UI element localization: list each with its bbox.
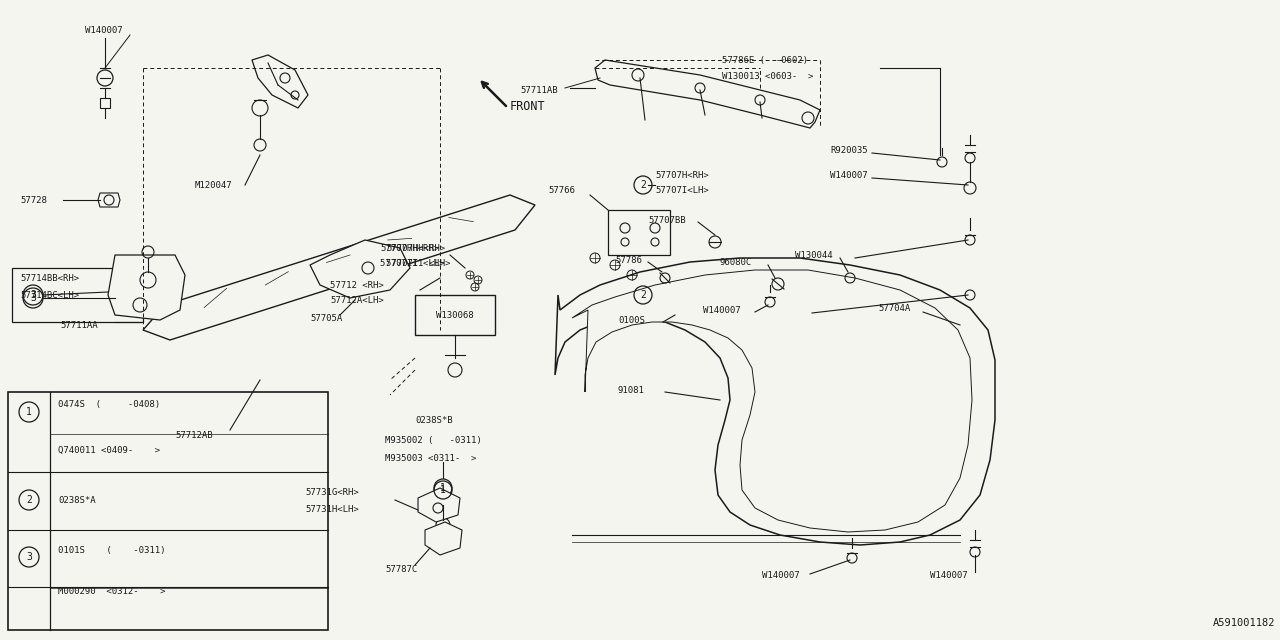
- Text: 57731H<LH>: 57731H<LH>: [305, 506, 358, 515]
- Text: 0100S: 0100S: [618, 316, 645, 324]
- Text: 57728: 57728: [20, 195, 47, 205]
- Polygon shape: [143, 195, 535, 340]
- Text: M120047: M120047: [195, 180, 233, 189]
- Text: W140007: W140007: [703, 305, 741, 314]
- Text: 3: 3: [26, 552, 32, 562]
- Text: 57714BC<LH>: 57714BC<LH>: [20, 291, 79, 300]
- Text: 57714BB<RH>: 57714BB<RH>: [20, 273, 79, 282]
- Text: 57707I<LH>: 57707I<LH>: [655, 186, 709, 195]
- Text: 1: 1: [440, 485, 445, 495]
- Text: M935002 (   -0311): M935002 ( -0311): [385, 435, 481, 445]
- Text: FRONT: FRONT: [509, 100, 545, 113]
- Bar: [608, 210, 669, 255]
- Text: W130013 <0603-  >: W130013 <0603- >: [722, 72, 813, 81]
- Text: W140007: W140007: [762, 570, 800, 579]
- Text: W140007: W140007: [84, 26, 123, 35]
- Text: 57707HH<RH>: 57707HH<RH>: [387, 243, 445, 253]
- Text: 57707HH<RH>: 57707HH<RH>: [380, 243, 439, 253]
- Bar: [415, 295, 495, 335]
- Text: 57712A<LH>: 57712A<LH>: [330, 296, 384, 305]
- Bar: [8, 392, 328, 630]
- Text: 3: 3: [29, 290, 36, 300]
- Text: 96080C: 96080C: [719, 257, 753, 266]
- Text: 2: 2: [640, 290, 646, 300]
- Text: W140007: W140007: [931, 570, 968, 579]
- Text: 0101S    (    -0311): 0101S ( -0311): [58, 545, 165, 554]
- Text: 57731G<RH>: 57731G<RH>: [305, 488, 358, 497]
- Text: 1: 1: [26, 407, 32, 417]
- Polygon shape: [419, 488, 460, 522]
- Text: 57705A: 57705A: [310, 314, 342, 323]
- Text: 0238S*B: 0238S*B: [415, 415, 453, 424]
- Text: 57704A: 57704A: [878, 303, 910, 312]
- Text: 57787C: 57787C: [385, 566, 417, 575]
- Text: 57712 <RH>: 57712 <RH>: [330, 280, 384, 289]
- Text: 57766: 57766: [548, 186, 575, 195]
- Text: 57707II <LH>: 57707II <LH>: [387, 259, 451, 268]
- Text: 57712AB: 57712AB: [175, 431, 212, 440]
- Text: 0238S*A: 0238S*A: [58, 495, 96, 504]
- Text: 57707H<RH>: 57707H<RH>: [655, 170, 709, 179]
- Text: 1: 1: [440, 483, 445, 493]
- Text: 57711AA: 57711AA: [60, 321, 97, 330]
- Text: 57707II <LH>: 57707II <LH>: [380, 259, 444, 268]
- Polygon shape: [425, 522, 462, 555]
- Polygon shape: [108, 255, 186, 320]
- Text: 2: 2: [640, 180, 646, 190]
- Polygon shape: [572, 270, 972, 532]
- Polygon shape: [252, 55, 308, 108]
- Text: W130068: W130068: [436, 310, 474, 319]
- Text: R920035: R920035: [829, 145, 868, 154]
- Text: W130044: W130044: [795, 250, 832, 259]
- Text: W140007: W140007: [829, 170, 868, 179]
- Text: 91081: 91081: [618, 385, 645, 394]
- Text: M935003 <0311-  >: M935003 <0311- >: [385, 454, 476, 463]
- Text: M000290  <0312-    >: M000290 <0312- >: [58, 588, 165, 596]
- Polygon shape: [310, 240, 410, 298]
- Polygon shape: [595, 60, 820, 128]
- Text: 57707BB: 57707BB: [648, 216, 686, 225]
- Text: 3: 3: [29, 293, 36, 303]
- Text: 2: 2: [26, 495, 32, 505]
- Text: 57786E (  -0602): 57786E ( -0602): [722, 56, 808, 65]
- Text: 0474S  (     -0408): 0474S ( -0408): [58, 399, 160, 408]
- Text: 57786: 57786: [614, 255, 641, 264]
- Text: 57711AB: 57711AB: [520, 86, 558, 95]
- Polygon shape: [556, 258, 995, 545]
- Polygon shape: [12, 268, 143, 322]
- Text: Q740011 <0409-    >: Q740011 <0409- >: [58, 445, 160, 454]
- Text: A591001182: A591001182: [1212, 618, 1275, 628]
